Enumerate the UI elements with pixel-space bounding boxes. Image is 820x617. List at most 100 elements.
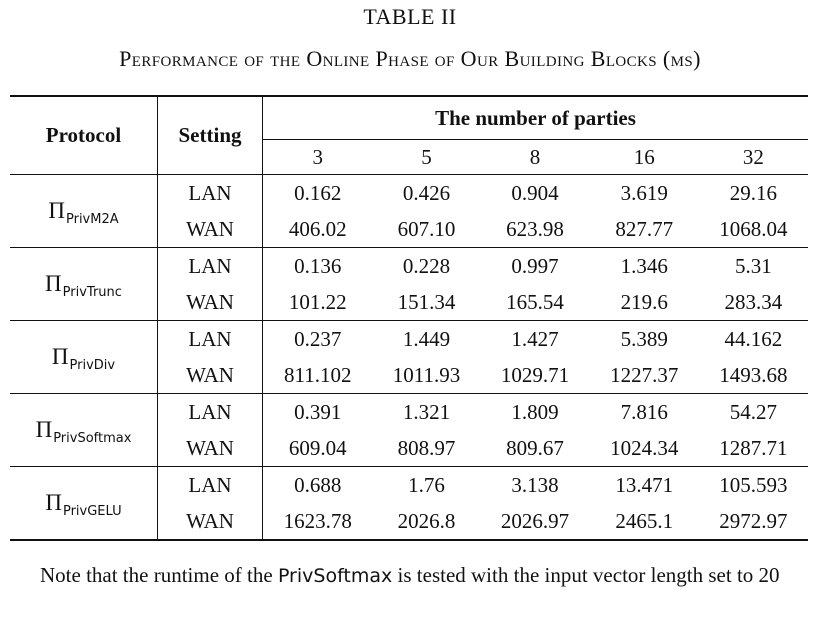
note-text-after: is tested with the input vector length s… — [392, 563, 780, 587]
value-cell: 7.816 — [620, 399, 668, 424]
table-row: ΠPrivTrunc LAN 0.136 0.228 0.997 1.346 5… — [10, 247, 808, 321]
header-parties-16: 16 — [589, 139, 699, 175]
table-row: ΠPrivSoftmax LAN 0.391 1.321 1.809 7.816… — [10, 393, 808, 467]
table-row: WAN 609.04 808.97 809.67 1024.34 1287.71 — [10, 430, 808, 467]
table-caption: Performance of the Online Phase of Our B… — [119, 46, 701, 71]
protocol-cell-privgelu: ΠPrivGELU — [10, 466, 158, 540]
performance-table: Protocol Setting The number of parties 3… — [10, 95, 808, 541]
value-cell: 1029.71 — [500, 362, 570, 387]
value-cell: 0.391 — [294, 399, 342, 424]
table-row: ΠPrivM2A LAN 0.162 0.426 0.904 3.619 29.… — [10, 174, 808, 248]
note-text-before: Note that the runtime of the — [40, 563, 278, 587]
pi-symbol: Π — [48, 198, 65, 223]
value-cell: 0.162 — [294, 180, 342, 205]
value-cell: 105.593 — [719, 472, 788, 497]
protocol-subscript: PrivGELU — [62, 504, 122, 519]
value-cell: 1.346 — [620, 253, 668, 278]
protocol-cell-privdiv: ΠPrivDiv — [10, 320, 158, 394]
value-cell: 607.10 — [397, 216, 456, 241]
table-row: ΠPrivDiv LAN 0.237 1.449 1.427 5.389 44.… — [10, 320, 808, 394]
value-cell: 3.138 — [511, 472, 559, 497]
table-note: Note that the runtime of the PrivSoftmax… — [40, 560, 810, 591]
header-setting: Setting — [157, 96, 263, 175]
value-cell: 609.04 — [288, 435, 347, 460]
protocol-cell-privtrunc: ΠPrivTrunc — [10, 247, 158, 321]
setting-cell: WAN — [157, 211, 263, 248]
value-cell: 0.136 — [294, 253, 342, 278]
value-cell: 5.31 — [735, 253, 772, 278]
pi-symbol: Π — [45, 490, 62, 515]
value-cell: 151.34 — [397, 289, 456, 314]
setting-cell: LAN — [157, 466, 263, 503]
value-cell: 2026.97 — [500, 508, 570, 533]
value-cell: 29.16 — [729, 180, 778, 205]
protocol-subscript: PrivSoftmax — [53, 431, 132, 446]
protocol-cell-privm2a: ΠPrivM2A — [10, 174, 158, 248]
header-parties-5: 5 — [372, 139, 481, 175]
header-parties-32: 32 — [698, 139, 808, 175]
value-cell: 1.809 — [511, 399, 559, 424]
setting-cell: LAN — [157, 247, 263, 284]
pi-symbol: Π — [45, 271, 62, 296]
setting-cell: WAN — [157, 503, 263, 540]
value-cell: 3.619 — [620, 180, 668, 205]
header-parties-3: 3 — [262, 139, 373, 175]
value-cell: 54.27 — [729, 399, 778, 424]
pi-symbol: Π — [51, 344, 69, 369]
performance-table-container: Protocol Setting The number of parties 3… — [10, 95, 808, 541]
table-number: TABLE II — [363, 4, 457, 29]
value-cell: 101.22 — [288, 289, 347, 314]
value-cell: 1493.68 — [719, 362, 788, 387]
value-cell: 283.34 — [724, 289, 783, 314]
table-row: WAN 811.102 1011.93 1029.71 1227.37 1493… — [10, 357, 808, 394]
table-row: ΠPrivGELU LAN 0.688 1.76 3.138 13.471 10… — [10, 466, 808, 540]
value-cell: 44.162 — [724, 326, 783, 351]
value-cell: 0.426 — [402, 180, 451, 205]
value-cell: 623.98 — [506, 216, 564, 241]
setting-cell: WAN — [157, 430, 263, 467]
value-cell: 2026.8 — [397, 508, 456, 533]
value-cell: 808.97 — [397, 435, 456, 460]
header-parties-group: The number of parties — [262, 96, 808, 140]
value-cell: 2465.1 — [615, 508, 674, 533]
protocol-subscript: PrivM2A — [65, 212, 119, 227]
value-cell: 827.77 — [615, 216, 674, 241]
value-cell: 1.321 — [402, 399, 451, 424]
value-cell: 0.904 — [511, 180, 559, 205]
setting-cell: WAN — [157, 284, 263, 321]
value-cell: 0.228 — [402, 253, 451, 278]
value-cell: 1.449 — [402, 326, 451, 351]
value-cell: 0.688 — [294, 472, 342, 497]
setting-cell: LAN — [157, 393, 263, 430]
value-cell: 1011.93 — [392, 362, 461, 387]
value-cell: 406.02 — [288, 216, 347, 241]
value-cell: 1068.04 — [719, 216, 788, 241]
value-cell: 165.54 — [506, 289, 564, 314]
note-code: PrivSoftmax — [277, 565, 393, 587]
table-row: WAN 101.22 151.34 165.54 219.6 283.34 — [10, 284, 808, 321]
value-cell: 13.471 — [615, 472, 674, 497]
table-row: WAN 1623.78 2026.8 2026.97 2465.1 2972.9… — [10, 503, 808, 540]
value-cell: 219.6 — [620, 289, 668, 314]
value-cell: 2972.97 — [719, 508, 788, 533]
setting-cell: LAN — [157, 320, 263, 357]
value-cell: 1623.78 — [283, 508, 352, 533]
value-cell: 1287.71 — [719, 435, 788, 460]
value-cell: 1.76 — [408, 472, 445, 497]
protocol-subscript: PrivTrunc — [62, 285, 122, 300]
header-parties-8: 8 — [480, 139, 590, 175]
value-cell: 0.237 — [294, 326, 342, 351]
setting-cell: LAN — [157, 174, 263, 211]
setting-cell: WAN — [157, 357, 263, 394]
header-protocol: Protocol — [10, 96, 158, 175]
value-cell: 0.997 — [511, 253, 559, 278]
value-cell: 1.427 — [511, 326, 559, 351]
value-cell: 811.102 — [284, 362, 352, 387]
value-cell: 1024.34 — [610, 435, 679, 460]
pi-symbol: Π — [35, 417, 53, 442]
table-row: WAN 406.02 607.10 623.98 827.77 1068.04 — [10, 211, 808, 248]
protocol-subscript: PrivDiv — [69, 358, 116, 373]
value-cell: 5.389 — [620, 326, 668, 351]
value-cell: 1227.37 — [610, 362, 679, 387]
value-cell: 809.67 — [506, 435, 564, 460]
